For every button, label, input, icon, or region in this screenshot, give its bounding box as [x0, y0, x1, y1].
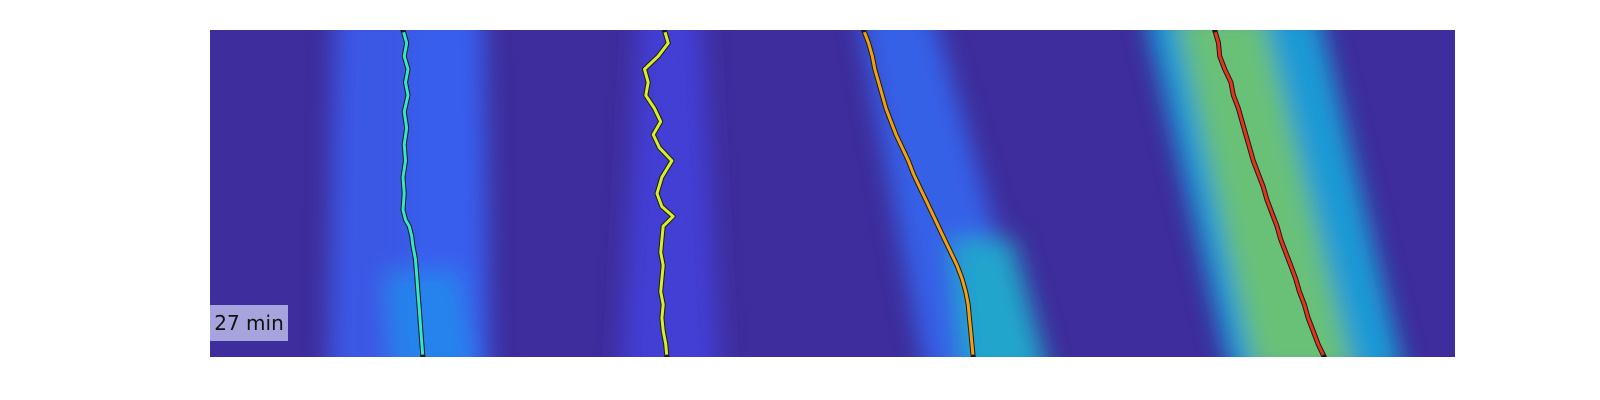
track-1-end-point: [420, 354, 426, 357]
intensity-band-6: [950, 238, 1045, 357]
track-4-end-point: [1321, 354, 1327, 357]
intensity-band-3: [384, 271, 475, 357]
track-3: [862, 30, 975, 357]
intensity-band-4: [621, 30, 720, 357]
track-2-end-point: [664, 354, 670, 357]
time-label: 27 min: [210, 305, 288, 341]
track-4-start-point: [1212, 30, 1218, 33]
track-3-start-point: [861, 30, 867, 33]
track-1-start-point: [400, 30, 406, 33]
track-2: [643, 30, 675, 357]
track-2-start-point: [661, 30, 667, 33]
track-1: [401, 30, 425, 357]
track-4: [1213, 30, 1326, 357]
tracks: [400, 30, 1327, 357]
track-3-end-point: [970, 354, 976, 357]
